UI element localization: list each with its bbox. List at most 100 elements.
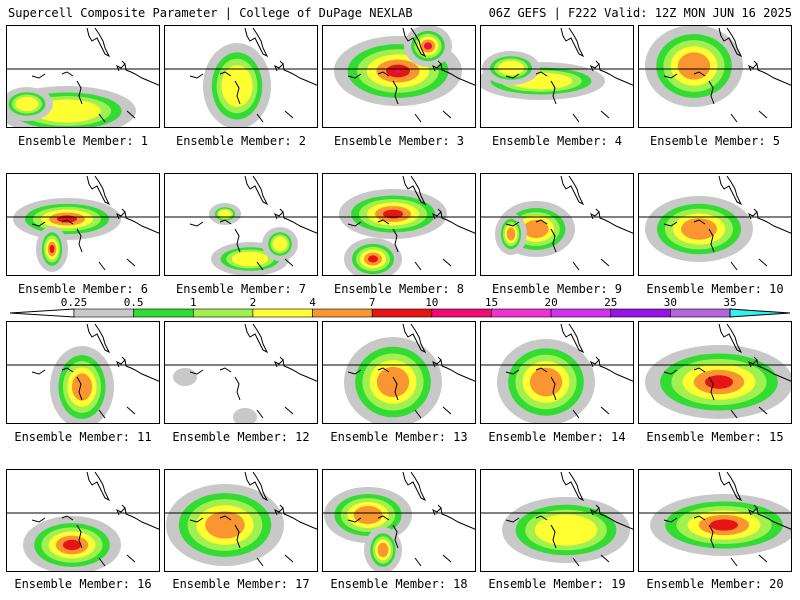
scp-contour-fill: [334, 26, 462, 106]
scp-contour-fill: [344, 337, 442, 423]
map-boundaries: [481, 175, 633, 271]
scp-contour-fill: [495, 201, 575, 257]
member-label: Ensemble Member: 10: [646, 282, 784, 296]
member-map-plot: [639, 323, 791, 419]
scp-contour-fill: [645, 26, 743, 107]
ensemble-member-map: [164, 469, 318, 572]
map-boundaries: [7, 175, 159, 271]
member-map-plot: [481, 471, 633, 567]
ensemble-member-map: [6, 173, 160, 276]
member-map-plot: [165, 175, 317, 275]
legend-tick-label: 30: [664, 296, 677, 309]
member-label: Ensemble Member: 11: [14, 430, 152, 444]
member-map-plot: [323, 471, 475, 571]
ensemble-member-map: [322, 321, 476, 424]
member-label: Ensemble Member: 7: [175, 282, 307, 296]
member-map-plot: [323, 175, 475, 275]
map-boundaries: [165, 471, 317, 567]
legend-tick-label: 1: [190, 296, 197, 309]
ensemble-member-map: [6, 469, 160, 572]
legend-swatch: [252, 308, 313, 318]
map-boundaries: [639, 323, 791, 419]
map-boundaries: [7, 323, 159, 419]
legend-tick-label: 35: [723, 296, 736, 309]
member-map-plot: [323, 323, 475, 423]
scp-contour-fill: [502, 497, 630, 563]
legend-swatch: [192, 308, 254, 318]
member-map-plot: [165, 323, 317, 423]
ensemble-member-map: [480, 25, 634, 128]
ensemble-member-map: [164, 173, 318, 276]
map-boundaries: [481, 27, 633, 123]
legend-tick-label: 10: [425, 296, 438, 309]
map-boundaries: [165, 175, 317, 271]
member-map-plot: [7, 175, 159, 272]
member-map-plot: [7, 471, 159, 571]
member-label: Ensemble Member: 16: [14, 577, 152, 591]
ensemble-member-map: [322, 173, 476, 276]
legend-swatch: [133, 308, 194, 318]
map-title: Supercell Composite Parameter | College …: [8, 6, 413, 20]
scp-contour-fill: [166, 484, 284, 566]
ensemble-member-map: [480, 173, 634, 276]
legend-swatch: [312, 308, 373, 318]
map-boundaries: [323, 323, 475, 419]
scp-contour-fill: [339, 189, 447, 275]
member-label: Ensemble Member: 15: [646, 430, 784, 444]
member-label: Ensemble Member: 2: [175, 134, 307, 148]
map-boundaries: [481, 323, 633, 419]
member-map-plot: [7, 27, 159, 127]
legend-swatch: [491, 308, 552, 318]
member-map-plot: [481, 27, 633, 123]
member-label: Ensemble Member: 13: [330, 430, 468, 444]
scp-contour-fill: [645, 345, 791, 419]
legend-tick-label: 7: [369, 296, 376, 309]
map-boundaries: [639, 471, 791, 567]
legend-swatch: [9, 308, 75, 318]
legend-swatch: [431, 308, 492, 318]
scp-contour-fill: [324, 487, 412, 571]
member-map-plot: [165, 471, 317, 567]
map-boundaries: [323, 27, 475, 123]
ensemble-member-map: [322, 25, 476, 128]
member-label: Ensemble Member: 9: [491, 282, 623, 296]
legend-swatch: [550, 308, 612, 318]
ensemble-member-map: [638, 25, 792, 128]
scp-contour-fill: [650, 494, 791, 556]
legend-tick-label: 15: [485, 296, 498, 309]
member-map-plot: [639, 471, 791, 567]
legend-tick-label: 2: [250, 296, 257, 309]
member-label: Ensemble Member: 12: [172, 430, 310, 444]
scp-contour-fill: [7, 86, 136, 127]
ensemble-member-map: [638, 173, 792, 276]
member-label: Ensemble Member: 14: [488, 430, 626, 444]
legend-tick-label: 20: [544, 296, 557, 309]
legend-swatch: [729, 308, 791, 318]
member-map-plot: [639, 26, 791, 123]
member-map-plot: [481, 175, 633, 271]
map-boundaries: [639, 175, 791, 271]
member-label: Ensemble Member: 5: [649, 134, 781, 148]
legend-swatch: [610, 308, 671, 318]
member-label: Ensemble Member: 18: [330, 577, 468, 591]
member-label: Ensemble Member: 6: [17, 282, 149, 296]
member-label: Ensemble Member: 1: [17, 134, 149, 148]
scp-contour-fill: [173, 368, 257, 423]
legend-tick-label: 25: [604, 296, 617, 309]
member-label: Ensemble Member: 8: [333, 282, 465, 296]
ensemble-member-map: [164, 321, 318, 424]
legend-tick-label: 4: [309, 296, 316, 309]
legend-swatch: [371, 308, 433, 318]
scp-contour-fill: [209, 203, 298, 275]
ensemble-member-map: [6, 25, 160, 128]
map-boundaries: [7, 471, 159, 567]
member-map-plot: [639, 175, 791, 271]
ensemble-member-map: [638, 321, 792, 424]
member-label: Ensemble Member: 4: [491, 134, 623, 148]
map-boundaries: [481, 471, 633, 567]
member-map-plot: [7, 323, 159, 423]
member-map-plot: [481, 323, 633, 423]
member-map-plot: [323, 26, 475, 123]
scp-contour-fill: [497, 339, 595, 423]
member-label: Ensemble Member: 20: [646, 577, 784, 591]
